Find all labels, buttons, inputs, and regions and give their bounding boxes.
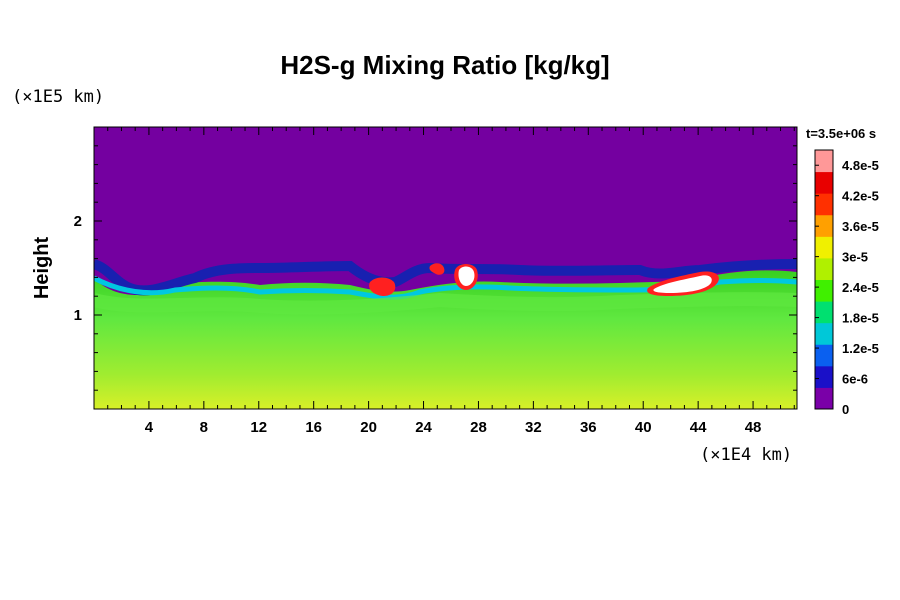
- x-tick-label: 48: [745, 419, 762, 436]
- colorbar-segment: [815, 301, 833, 324]
- chart-title: H2S-g Mixing Ratio [kg/kg]: [280, 50, 609, 80]
- peak-right: [653, 275, 712, 293]
- colorbar-label: 1.2e-5: [842, 341, 879, 356]
- colorbar-label: 2.4e-5: [842, 280, 879, 295]
- colorbar-label: 4.8e-5: [842, 158, 879, 173]
- y-axis-label: Height: [31, 237, 53, 300]
- x-tick-label: 40: [635, 419, 652, 436]
- plot-frame: [93, 126, 798, 410]
- colorbar-segment: [815, 214, 833, 237]
- x-tick-label: 32: [525, 419, 542, 436]
- y-axis-ticks: 12: [74, 145, 797, 391]
- y-axis-unit: (×1E5 km): [12, 87, 104, 107]
- x-axis-ticks: 4 8 12 16 20 24 28 32 36 40 44 48: [107, 127, 795, 436]
- colorbar-segment: [815, 193, 833, 216]
- front-dark-band: [94, 259, 797, 296]
- colorbar: 0 6e-6 1.2e-5 1.8e-5 2.4e-5 3e-5 3.6e-5 4.2e-5 4…: [814, 149, 879, 417]
- time-label: t=3.5e+06 s: [806, 126, 876, 141]
- colorbar-segment: [815, 344, 833, 367]
- colorbar-segment: [815, 322, 833, 345]
- plot-area: [94, 127, 797, 409]
- colorbar-segment: [815, 365, 833, 388]
- colorbar-label: 3.6e-5: [842, 219, 879, 234]
- colorbar-segment: [815, 279, 833, 302]
- colorbar-segment: [815, 236, 833, 259]
- upper-mixing-layer: [94, 292, 797, 315]
- colorbar-label: 3e-5: [842, 250, 868, 265]
- hotspot-small: [429, 263, 445, 275]
- x-tick-label: 12: [250, 419, 267, 436]
- x-tick-label: 8: [200, 419, 208, 436]
- x-tick-label: 16: [305, 419, 322, 436]
- colorbar-label: 0: [842, 402, 849, 417]
- x-tick-label: 28: [470, 419, 487, 436]
- colorbar-segment: [815, 171, 833, 194]
- y-tick-label: 2: [74, 213, 82, 230]
- colorbar-frame: [814, 149, 834, 410]
- colorbar-label: 6e-6: [842, 372, 868, 387]
- colorbar-label: 4.2e-5: [842, 189, 879, 204]
- peak-center: [458, 266, 475, 286]
- hotspot-left: [369, 277, 396, 296]
- x-tick-label: 4: [145, 419, 154, 436]
- colorbar-label: 1.8e-5: [842, 311, 879, 326]
- x-tick-label: 36: [580, 419, 597, 436]
- x-tick-label: 24: [415, 419, 432, 436]
- x-axis-unit: (×1E4 km): [700, 445, 792, 465]
- colorbar-segment: [815, 257, 833, 280]
- y-tick-label: 1: [74, 307, 82, 324]
- x-tick-label: 20: [360, 419, 377, 436]
- colorbar-segment: [815, 150, 833, 173]
- colorbar-segment: [815, 387, 833, 410]
- x-tick-label: 44: [690, 419, 707, 436]
